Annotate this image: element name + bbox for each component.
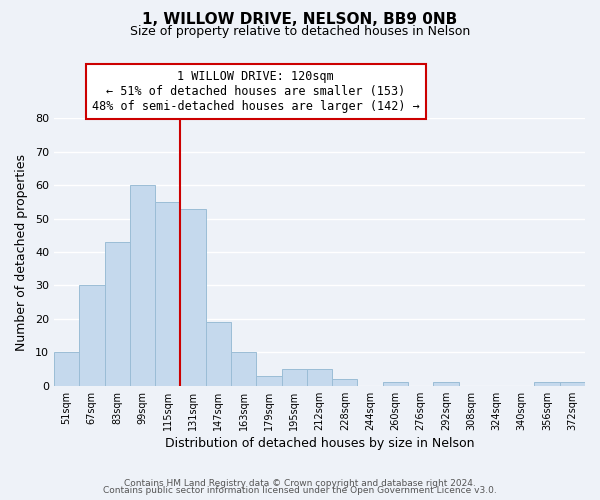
Text: 1 WILLOW DRIVE: 120sqm
← 51% of detached houses are smaller (153)
48% of semi-de: 1 WILLOW DRIVE: 120sqm ← 51% of detached… [92,70,419,113]
Bar [104,242,130,386]
Bar [560,382,585,386]
Bar [130,185,155,386]
Bar [281,369,307,386]
Bar [332,379,358,386]
Bar [155,202,181,386]
Bar [206,322,231,386]
Text: Contains public sector information licensed under the Open Government Licence v3: Contains public sector information licen… [103,486,497,495]
Text: 1, WILLOW DRIVE, NELSON, BB9 0NB: 1, WILLOW DRIVE, NELSON, BB9 0NB [142,12,458,28]
Bar [256,376,281,386]
Text: Size of property relative to detached houses in Nelson: Size of property relative to detached ho… [130,25,470,38]
Bar [181,208,206,386]
Y-axis label: Number of detached properties: Number of detached properties [15,154,28,350]
X-axis label: Distribution of detached houses by size in Nelson: Distribution of detached houses by size … [165,437,474,450]
Bar [54,352,79,386]
Bar [307,369,332,386]
Text: Contains HM Land Registry data © Crown copyright and database right 2024.: Contains HM Land Registry data © Crown c… [124,478,476,488]
Bar [79,286,104,386]
Bar [433,382,458,386]
Bar [383,382,408,386]
Bar [231,352,256,386]
Bar [535,382,560,386]
